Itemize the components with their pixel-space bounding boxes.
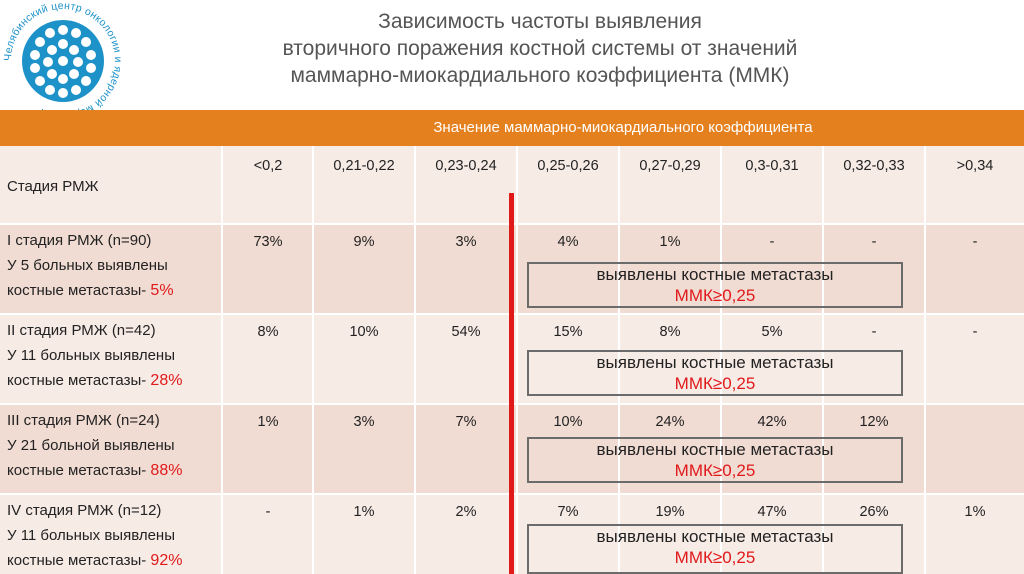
table-cell: -	[972, 324, 978, 340]
table-cell: 12%	[859, 414, 889, 430]
table-cell: 1%	[964, 504, 986, 520]
table-cell: 54%	[451, 324, 481, 340]
table-header-title: Значение маммарно-миокардиального коэффи…	[433, 119, 813, 136]
table-cell: 47%	[757, 504, 787, 520]
metastasis-callout-box: выявлены костные метастазы ММК≥0,25	[527, 437, 903, 483]
col-divider	[312, 146, 314, 574]
table-cell: 1%	[659, 234, 681, 250]
col-divider	[414, 146, 416, 574]
slide-title: Зависимость частоты выявления вторичного…	[200, 8, 880, 89]
stage-line: II стадия РМЖ (n=42)	[7, 322, 156, 339]
callout-line-2: ММК≥0,25	[674, 548, 756, 567]
table-cell: 8%	[257, 324, 279, 340]
stage-column-label: Стадия РМЖ	[7, 178, 99, 195]
table-cell: 42%	[757, 414, 787, 430]
col-divider	[221, 146, 223, 574]
row-stage-label: III стадия РМЖ (n=24) У 21 больной выявл…	[7, 408, 182, 483]
table-cell: 5%	[761, 324, 783, 340]
table-cell: -	[871, 324, 877, 340]
column-header: 0,3-0,31	[745, 158, 799, 174]
stage-line: костные метастазы- 92%	[7, 548, 182, 573]
table-cell: 10%	[349, 324, 379, 340]
center-logo: Челябинский центр онкологии и ядерной ме…	[2, 0, 124, 122]
stage-line: IV стадия РМЖ (n=12)	[7, 502, 162, 519]
table-cell: 3%	[353, 414, 375, 430]
metastasis-percent: 92%	[150, 552, 183, 569]
col-divider	[924, 146, 926, 574]
column-header: 0,23-0,24	[435, 158, 497, 174]
col-divider	[618, 146, 620, 574]
table-cell: 4%	[557, 234, 579, 250]
table-cell: 1%	[257, 414, 279, 430]
column-header: 0,32-0,33	[843, 158, 905, 174]
callout-line-1: выявлены костные метастазы	[596, 527, 834, 546]
stage-line: У 11 больных выявлены	[7, 347, 175, 364]
stage-line-text: костные метастазы-	[7, 552, 147, 569]
metastasis-percent: 28%	[150, 372, 183, 389]
stage-line: У 11 больных выявлены	[7, 527, 175, 544]
table-cell: 9%	[353, 234, 375, 250]
stage-line: У 5 больных выявлены	[7, 257, 168, 274]
metastasis-callout-box: выявлены костные метастазы ММК≥0,25	[527, 524, 903, 574]
row-stage-label: IV стадия РМЖ (n=12) У 11 больных выявле…	[7, 498, 182, 573]
metastasis-percent: 5%	[150, 282, 174, 299]
table-cell: 1%	[353, 504, 375, 520]
stage-line: костные метастазы- 88%	[7, 458, 182, 483]
threshold-red-line	[509, 193, 514, 574]
metastasis-percent: 88%	[150, 462, 183, 479]
stage-line: костные метастазы- 28%	[7, 368, 182, 393]
table-cell: 24%	[655, 414, 685, 430]
title-line-3: маммарно-миокардиального коэффициента (М…	[290, 64, 790, 87]
column-header: 0,25-0,26	[537, 158, 599, 174]
callout-line-1: выявлены костные метастазы	[596, 265, 834, 284]
callout-line-1: выявлены костные метастазы	[596, 353, 834, 372]
stage-line: I стадия РМЖ (n=90)	[7, 232, 152, 249]
callout-line-2: ММК≥0,25	[674, 461, 756, 480]
callout-line-2: ММК≥0,25	[674, 286, 756, 305]
row-stage-label: II стадия РМЖ (n=42) У 11 больных выявле…	[7, 318, 182, 393]
metastasis-callout-box: выявлены костные метастазы ММК≥0,25	[527, 350, 903, 396]
col-divider	[516, 146, 518, 574]
stage-line-text: костные метастазы-	[7, 282, 147, 299]
column-header: >0,34	[956, 158, 994, 174]
stage-line-text: костные метастазы-	[7, 462, 147, 479]
table-cell: 7%	[557, 504, 579, 520]
table-cell: 2%	[455, 504, 477, 520]
table-cell: -	[972, 234, 978, 250]
table-cell: 8%	[659, 324, 681, 340]
table-cell: -	[265, 504, 271, 520]
header-left-cell	[0, 110, 222, 146]
table-cell: -	[769, 234, 775, 250]
metastasis-callout-box: выявлены костные метастазы ММК≥0,25	[527, 262, 903, 308]
table-cell: 19%	[655, 504, 685, 520]
callout-line-1: выявлены костные метастазы	[596, 440, 834, 459]
logo-emblem: Челябинский центр онкологии и ядерной ме…	[2, 0, 124, 122]
row-stage-label: I стадия РМЖ (n=90) У 5 больных выявлены…	[7, 228, 174, 303]
table-cell: 15%	[553, 324, 583, 340]
title-line-2: вторичного поражения костной системы от …	[282, 37, 798, 60]
table-cell: 7%	[455, 414, 477, 430]
table-cell: 10%	[553, 414, 583, 430]
table-cell: 3%	[455, 234, 477, 250]
stage-line-text: костные метастазы-	[7, 372, 147, 389]
stage-line: У 21 больной выявлены	[7, 437, 175, 454]
table-cell: 26%	[859, 504, 889, 520]
column-header: <0,2	[253, 158, 283, 174]
table-cell: -	[871, 234, 877, 250]
title-line-1: Зависимость частоты выявления	[378, 10, 702, 33]
callout-line-2: ММК≥0,25	[674, 374, 756, 393]
table-cell: 73%	[253, 234, 283, 250]
stage-line: костные метастазы- 5%	[7, 278, 174, 303]
col-divider	[720, 146, 722, 574]
col-divider	[822, 146, 824, 574]
column-header: 0,27-0,29	[639, 158, 701, 174]
stage-line: III стадия РМЖ (n=24)	[7, 412, 160, 429]
column-header: 0,21-0,22	[333, 158, 395, 174]
